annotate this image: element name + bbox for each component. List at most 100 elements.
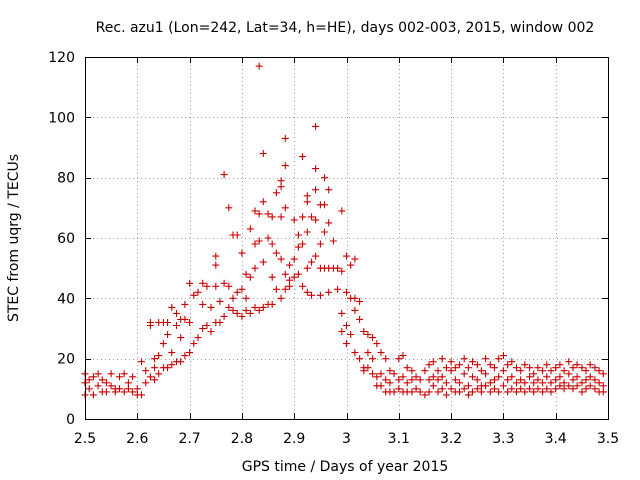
data-point (508, 358, 516, 366)
data-point (102, 388, 110, 396)
data-point (102, 379, 110, 387)
data-point (526, 373, 534, 381)
data-point (255, 306, 263, 314)
data-point (578, 379, 586, 387)
data-point (146, 319, 154, 326)
data-point (425, 361, 433, 369)
data-point (599, 370, 607, 378)
data-point (181, 352, 189, 360)
x-tick-label: 3.2 (440, 431, 462, 447)
data-point (573, 361, 581, 369)
data-point (586, 373, 594, 381)
data-point (351, 306, 359, 314)
data-point (343, 340, 350, 348)
data-point (338, 207, 346, 215)
data-point (369, 370, 377, 378)
data-point (552, 385, 560, 393)
data-point (277, 213, 285, 221)
data-point (238, 312, 246, 320)
data-point (159, 340, 167, 348)
data-point (308, 213, 315, 221)
data-point (199, 325, 207, 332)
data-point (272, 189, 280, 197)
data-point (595, 379, 603, 387)
data-point (343, 252, 350, 260)
data-point (251, 207, 259, 215)
data-point (242, 270, 250, 278)
data-point (547, 367, 555, 375)
data-point (408, 388, 416, 396)
data-point (499, 367, 507, 375)
data-point (294, 231, 302, 239)
data-point (530, 370, 538, 378)
data-point (473, 376, 481, 384)
data-points (81, 62, 607, 399)
data-point (543, 361, 551, 369)
data-point (447, 358, 455, 366)
data-point (521, 379, 529, 387)
data-point (321, 174, 328, 182)
data-point (434, 388, 442, 396)
data-point (216, 297, 224, 305)
data-point (190, 340, 198, 348)
y-tick-label: 60 (57, 231, 75, 247)
data-point (290, 216, 298, 224)
data-point (229, 306, 237, 314)
data-point (364, 364, 372, 372)
data-point (286, 276, 293, 284)
data-point (120, 388, 128, 396)
data-point (338, 309, 346, 317)
data-point (377, 370, 385, 378)
data-point (477, 388, 485, 396)
data-point (573, 373, 581, 381)
data-point (246, 225, 254, 233)
data-point (334, 285, 342, 293)
data-point (164, 364, 172, 372)
data-point (591, 376, 599, 384)
data-point (329, 237, 337, 245)
y-tick-label: 100 (48, 110, 75, 126)
data-point (495, 388, 503, 396)
data-point (203, 282, 211, 290)
data-point (526, 385, 534, 393)
data-point (530, 388, 538, 396)
data-point (543, 373, 551, 381)
data-point (360, 328, 368, 335)
data-point (186, 349, 194, 357)
data-point (460, 385, 468, 393)
data-point (94, 370, 102, 378)
data-point (142, 367, 150, 375)
data-point (569, 364, 577, 372)
data-point (469, 388, 476, 396)
data-point (343, 322, 350, 329)
data-point (146, 373, 154, 381)
x-tick-labels: 2.5 2.6 2.7 2.8 2.9 3 3.1 3.2 3.3 3.4 3.5 (74, 431, 619, 447)
data-point (303, 228, 311, 236)
data-point (495, 373, 503, 381)
data-point (434, 367, 442, 375)
x-tick-label: 3.5 (597, 431, 619, 447)
data-point (513, 364, 520, 372)
data-point (268, 300, 276, 308)
data-point (504, 361, 512, 369)
data-point (107, 370, 115, 378)
data-point (151, 376, 159, 384)
data-point (477, 367, 485, 375)
data-point (259, 258, 267, 266)
data-point (547, 379, 555, 387)
data-point (277, 177, 285, 185)
data-point (369, 334, 377, 342)
data-point (521, 388, 529, 396)
data-point (442, 391, 450, 399)
data-point (259, 198, 267, 206)
data-point (386, 379, 394, 387)
data-point (442, 379, 450, 387)
data-point (233, 309, 241, 317)
data-point (408, 376, 416, 384)
data-point (277, 255, 285, 263)
data-point (294, 270, 302, 278)
data-point (565, 370, 573, 378)
data-point (168, 361, 176, 369)
data-point (482, 382, 490, 390)
data-point (255, 62, 263, 70)
